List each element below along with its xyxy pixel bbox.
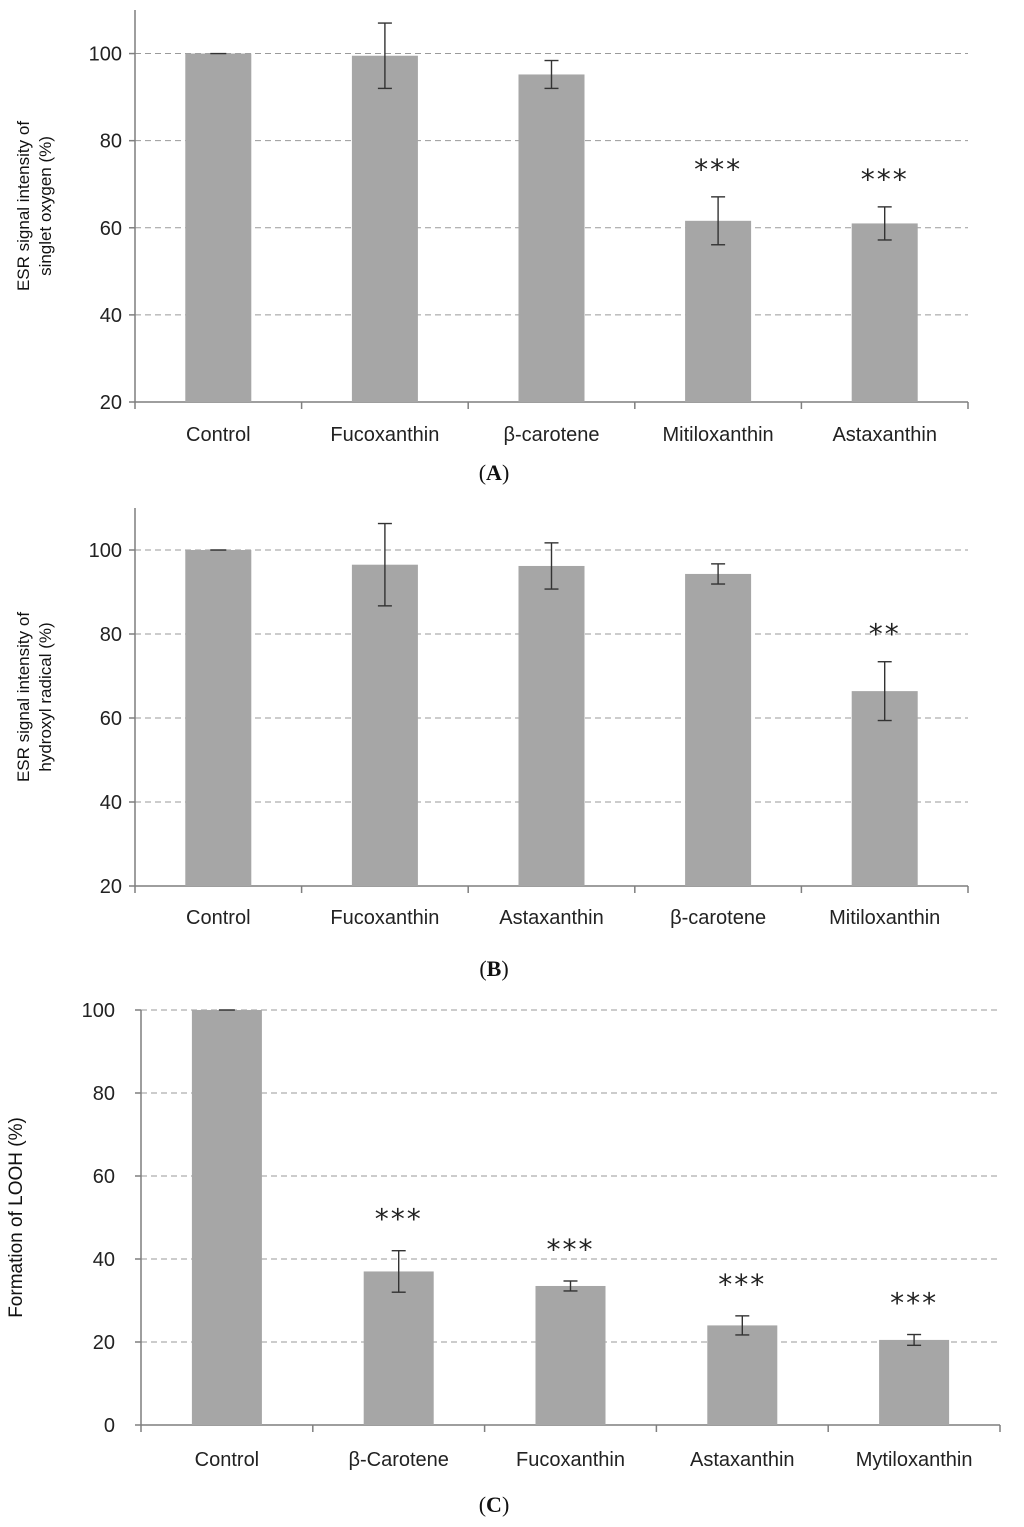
bar-fucoxanthin xyxy=(535,1285,606,1425)
y-axis-label: ESR signal intensity of xyxy=(14,612,33,782)
y-tick-label: 100 xyxy=(82,1000,115,1022)
y-tick-label: 60 xyxy=(100,218,122,240)
y-axis-label: singlet oxygen (%) xyxy=(36,136,55,276)
category-label: Mytiloxanthin xyxy=(856,1449,973,1471)
y-tick-label: 20 xyxy=(100,392,122,414)
bar--carotene xyxy=(685,573,752,886)
category-label: Astaxanthin xyxy=(499,907,604,929)
significance-marker: *** xyxy=(718,1268,766,1301)
y-tick-label: 100 xyxy=(89,540,122,562)
panel-label: (A) xyxy=(479,460,510,485)
y-tick-label: 40 xyxy=(100,792,122,814)
category-label: Astaxanthin xyxy=(690,1449,795,1471)
y-tick-label: 80 xyxy=(100,131,122,153)
y-tick-label: 60 xyxy=(93,1166,115,1188)
y-tick-label: 40 xyxy=(93,1249,115,1271)
y-tick-label: 40 xyxy=(100,305,122,327)
y-tick-label: 80 xyxy=(100,624,122,646)
panel-label: (B) xyxy=(479,956,508,981)
y-axis-label: ESR signal intensity of xyxy=(14,121,33,291)
chart-c: 0 20 40 60 80 100 Control *** β-Carotene *** Fucox… xyxy=(6,1000,1001,1517)
category-label: Control xyxy=(195,1449,259,1471)
y-tick-label: 20 xyxy=(100,876,122,898)
category-label: Mitiloxanthin xyxy=(829,907,940,929)
category-label: β-Carotene xyxy=(348,1449,448,1471)
bar-control xyxy=(185,53,252,403)
bar--carotene xyxy=(518,74,585,402)
category-label: Control xyxy=(186,424,250,446)
category-label: β-carotene xyxy=(670,907,766,929)
chart-a: 20 40 60 80 100 Control Fucoxanthin β-carotene *… xyxy=(14,10,969,485)
bar-mytiloxanthin xyxy=(879,1339,950,1425)
bar-mitiloxanthin xyxy=(685,220,752,402)
bar-fucoxanthin xyxy=(351,55,418,402)
category-label: Fucoxanthin xyxy=(330,424,439,446)
significance-marker: *** xyxy=(694,153,742,186)
bar-mitiloxanthin xyxy=(851,691,918,886)
significance-marker: *** xyxy=(547,1233,595,1266)
bar-astaxanthin xyxy=(851,223,918,402)
y-axis-label: Formation of LOOH (%) xyxy=(6,1117,27,1318)
category-label: Control xyxy=(186,907,250,929)
bar--carotene xyxy=(363,1271,434,1425)
y-tick-label: 100 xyxy=(89,44,122,66)
y-tick-label: 20 xyxy=(93,1332,115,1354)
category-label: Astaxanthin xyxy=(832,424,937,446)
significance-marker: *** xyxy=(861,163,909,196)
bar-astaxanthin xyxy=(707,1325,778,1425)
y-tick-label: 80 xyxy=(93,1083,115,1105)
significance-marker: *** xyxy=(375,1203,423,1236)
significance-marker: ** xyxy=(869,618,901,651)
category-label: Mitiloxanthin xyxy=(663,424,774,446)
category-label: Fucoxanthin xyxy=(516,1449,625,1471)
y-tick-label: 60 xyxy=(100,708,122,730)
bar-fucoxanthin xyxy=(351,564,418,886)
y-tick-label: 0 xyxy=(104,1415,115,1437)
chart-b: 20 40 60 80 100 Control Fucoxanthin Astaxanthin… xyxy=(14,508,969,981)
y-axis-label: hydroxyl radical (%) xyxy=(36,622,55,771)
category-label: Fucoxanthin xyxy=(330,907,439,929)
bar-astaxanthin xyxy=(518,565,585,886)
panel-label: (C) xyxy=(479,1492,510,1517)
bar-control xyxy=(185,550,252,886)
bar-control xyxy=(191,1010,262,1425)
significance-marker: *** xyxy=(890,1287,938,1320)
category-label: β-carotene xyxy=(504,424,600,446)
